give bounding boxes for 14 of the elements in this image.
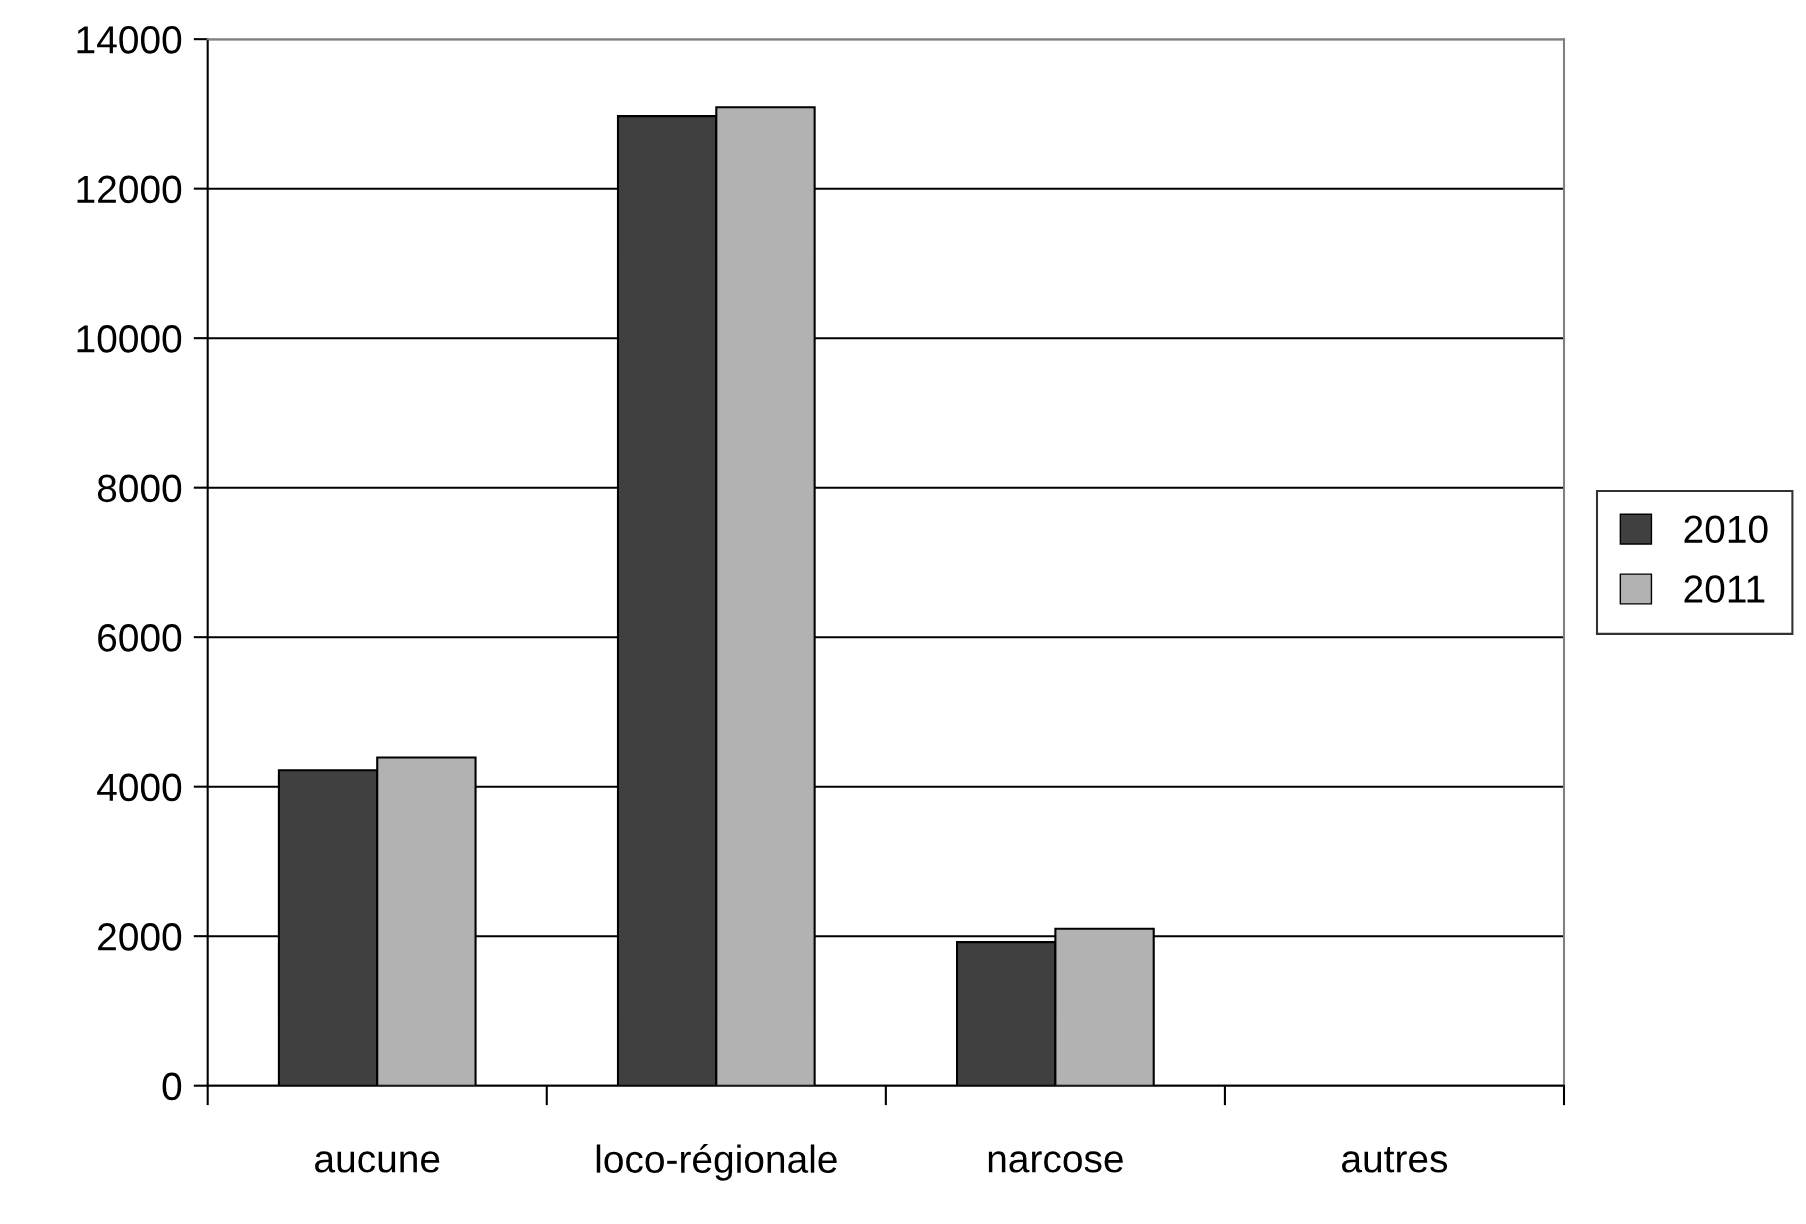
x-tick-label: aucune: [315, 1151, 440, 1173]
y-tick-label: 0: [162, 1072, 182, 1101]
y-tick-label: 6000: [98, 624, 182, 652]
y-tick-label: 12000: [77, 175, 182, 204]
y-tick-label: 4000: [97, 773, 182, 802]
y-tick-label: 10000: [77, 325, 182, 353]
x-tick-label: loco-régionale: [596, 1144, 837, 1181]
x-tick-label: narcose: [988, 1151, 1123, 1173]
y-tick-label: 2000: [98, 923, 182, 951]
y-tick-label: 14000: [77, 26, 182, 54]
y-tick-label: 8000: [97, 474, 182, 503]
x-tick-label: autres: [1342, 1147, 1448, 1173]
legend-label: 2010: [1684, 515, 1768, 544]
legend-label: 2011: [1684, 575, 1765, 603]
